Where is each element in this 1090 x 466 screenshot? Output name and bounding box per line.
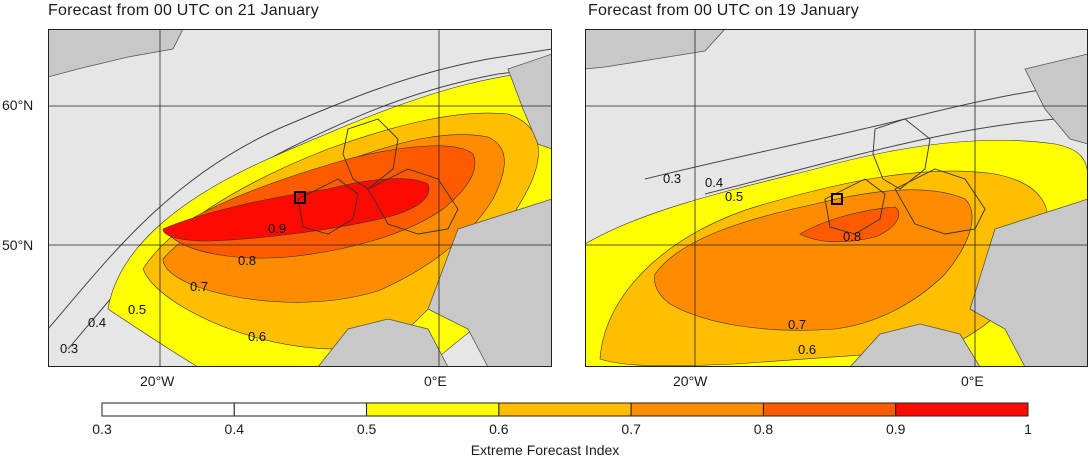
left-panel-title: Forecast from 00 UTC on 21 January [48,2,319,19]
colorbar-segment [366,402,500,417]
contour-label-08: 0.8 [238,253,256,268]
colorbar [101,402,1029,417]
lon-label-20w-right: 20°W [673,373,708,389]
greenland-coast [585,29,726,70]
contour-label-08: 0.8 [843,229,861,244]
norway-coast [507,53,552,150]
left-map: 0.9 0.8 0.7 0.6 0.5 0.4 0.3 [48,29,552,367]
europe-mainland [969,198,1088,367]
contour-label-07: 0.7 [788,317,806,332]
axis-labels-layer: 60°N 50°N 20°W 0°E 20°W 0°E [2,97,984,389]
contour-line-04 [704,116,1088,195]
contour-label-04: 0.4 [88,315,106,330]
contour-label-09: 0.9 [268,221,286,236]
iberia-coast [317,318,449,367]
ireland-coast [824,178,886,235]
right-panel-title: Forecast from 00 UTC on 19 January [588,2,859,19]
colorbar-title: Extreme Forecast Index [470,442,620,458]
england-coast [894,168,986,235]
colorbar-tick-label: 0.8 [753,421,774,437]
europe-mainland [427,198,552,367]
colorbar-segment [233,402,368,417]
left-map-frame [48,29,552,367]
colorbar-tick-label: 0.4 [224,421,245,437]
colorbar-segment [762,402,897,417]
colorbar-segment [895,402,1029,417]
contour-label-07: 0.7 [190,279,208,294]
contour-label-03: 0.3 [60,341,78,356]
scotland-coast [872,118,931,190]
contour-line-03 [644,83,1088,180]
contour-label-06: 0.6 [798,342,816,357]
contour-label-04: 0.4 [705,175,723,190]
colorbar-tick-label: 0.3 [92,421,112,437]
lon-label-0e-left: 0°E [424,373,447,389]
contour-label-05: 0.5 [128,302,146,317]
contour-label-06: 0.6 [248,329,266,344]
colorbar-segment [630,402,764,417]
efi-area-09 [162,178,430,242]
contour-label-03: 0.3 [663,171,681,186]
norway-coast [1024,53,1088,145]
ireland-coast [297,178,359,235]
lat-label-60n: 60°N [2,97,33,113]
contour-label-05: 0.5 [725,189,743,204]
location-marker [831,193,843,205]
greenland-coast [48,29,184,78]
colorbar-tick-label: 0.9 [885,421,906,437]
colorbar-tick-label: 0.7 [621,421,641,437]
iberia-coast [849,323,981,367]
lon-label-0e-right: 0°E [961,373,984,389]
right-map: 0.3 0.4 0.5 0.8 0.7 0.6 [585,29,1088,367]
contour-line-03 [48,48,552,330]
location-marker [294,191,306,204]
england-coast [367,168,459,235]
colorbar-tick-label: 0.5 [356,421,377,437]
colorbar-segment [101,402,235,417]
lat-label-50n: 50°N [2,237,33,253]
right-map-frame [585,29,1088,367]
colorbar-segment [498,402,632,417]
colorbar-tick-label: 1 [1024,421,1032,437]
scotland-coast [342,118,399,190]
colorbar-tick-label: 0.6 [489,421,509,437]
efi-area-08 [799,206,900,243]
lon-label-20w-left: 20°W [140,373,175,389]
